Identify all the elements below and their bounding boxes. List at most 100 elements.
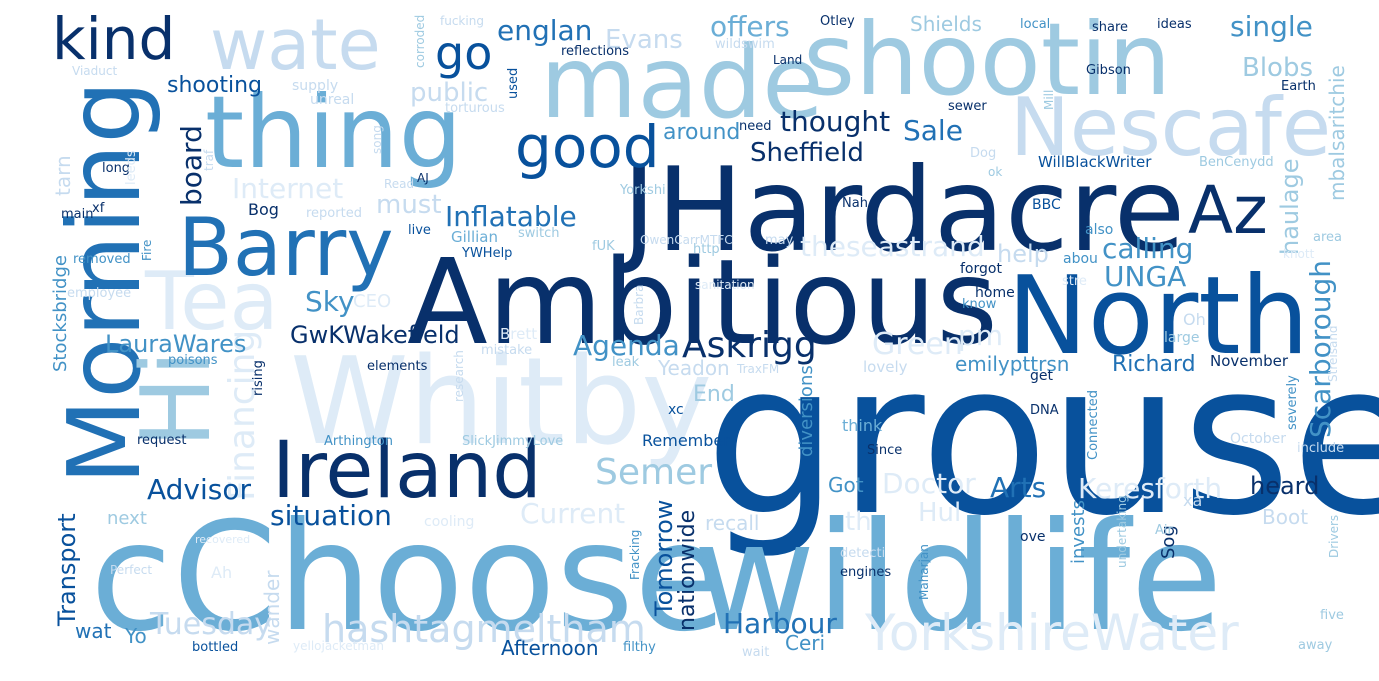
- word-diversions: diversions: [796, 365, 817, 457]
- word-know: know: [962, 297, 997, 312]
- word-calling: calling: [1102, 232, 1194, 265]
- word-kind: kind: [52, 5, 176, 73]
- word-may: may: [765, 233, 794, 248]
- word-area: area: [1313, 230, 1342, 245]
- word-semer: Semer: [595, 452, 713, 493]
- word-theseastrand: theseastrand: [800, 230, 985, 263]
- word-corroded: corroded: [413, 14, 427, 68]
- word-evans: Evans: [605, 25, 683, 55]
- word-bog: Bog: [248, 200, 279, 219]
- word-long: long: [102, 161, 131, 176]
- word-yeadon: Yeadon: [658, 356, 730, 380]
- word-local: local: [1020, 17, 1051, 32]
- word-offers: offers: [710, 10, 790, 43]
- word-gibson: Gibson: [1086, 63, 1131, 78]
- word-otley: Otley: [820, 14, 855, 29]
- word-afternoon: Afternoon: [501, 636, 599, 660]
- word-undertaking: undertaking: [1115, 495, 1129, 568]
- word-ove: ove: [1020, 529, 1046, 545]
- word-gillian: Gillian: [451, 228, 498, 246]
- word-wait: wait: [742, 645, 770, 660]
- word-wate: wate: [210, 4, 381, 86]
- word-sky: Sky: [305, 285, 355, 318]
- word-green: Green: [872, 327, 963, 362]
- word-xf: xf: [92, 201, 105, 216]
- word-wildswim: wildswim: [715, 37, 775, 52]
- word-yorkshirewater: YorkshireWater: [865, 604, 1239, 662]
- word-recall: recall: [705, 511, 760, 535]
- word-xa: xa: [1183, 491, 1203, 510]
- word-lovely: lovely: [863, 358, 908, 376]
- word-thought: thought: [780, 105, 891, 138]
- word-detecti: detecti: [840, 546, 886, 561]
- word-ambitious: Ambitious: [407, 233, 998, 371]
- word-fire: Fire: [140, 239, 154, 261]
- word-poisons: poisons: [168, 353, 218, 368]
- word-xc: xc: [668, 402, 684, 418]
- word-keresforth: Keresforth: [1078, 472, 1223, 505]
- word-tea: Tea: [145, 255, 279, 348]
- word-traxfm: TraxFM: [737, 362, 780, 376]
- word-public: public: [410, 78, 489, 108]
- word-hul: Hul: [918, 498, 962, 528]
- word-cooling: cooling: [424, 514, 475, 530]
- word-supply: supply: [292, 78, 339, 94]
- word-land: Land: [773, 53, 803, 67]
- word-mbalsaritchie: mbalsaritchie: [1325, 65, 1349, 201]
- word-inflatable: Inflatable: [445, 200, 577, 233]
- word-recovered: recovered: [195, 533, 251, 546]
- word-ideas: ideas: [1157, 17, 1192, 32]
- word-hashtagmeltham: hashtagmeltham: [322, 607, 646, 651]
- word-include: include: [1297, 441, 1345, 456]
- word-engines: engines: [840, 565, 892, 580]
- word-harbour: Harbour: [723, 607, 837, 640]
- word-traf: traf: [202, 149, 216, 171]
- word-leeds: leeds: [124, 150, 139, 185]
- word-mill: Mill: [1042, 89, 1056, 110]
- word-sewer: sewer: [948, 99, 987, 114]
- word-gwkwakefield: GwKWakefield: [290, 321, 460, 349]
- word-boot: Boot: [1262, 505, 1309, 529]
- word-read: Read: [384, 177, 415, 191]
- word-remember: Remember: [642, 431, 730, 450]
- word-good: good: [515, 113, 660, 181]
- word-doctor: Doctor: [882, 467, 976, 500]
- word-tuesday: Tuesday: [150, 607, 273, 642]
- word-barbra: Barbra: [632, 284, 646, 325]
- word-go: go: [435, 26, 493, 80]
- word-az: Az: [1188, 172, 1268, 249]
- word-switch: switch: [518, 226, 560, 241]
- word-internet: Internet: [232, 172, 344, 205]
- word-five: five: [1320, 608, 1344, 623]
- word-aj: AJ: [417, 171, 429, 185]
- word-haulage: haulage: [1276, 158, 1304, 255]
- word-arts: Arts: [990, 471, 1047, 504]
- word-fuk: fUK: [592, 239, 615, 254]
- word-rising: rising: [251, 360, 266, 396]
- word-away: away: [1298, 638, 1333, 653]
- word-song: song: [370, 125, 384, 154]
- word-http: http: [693, 242, 720, 257]
- word-unreal: unreal: [310, 92, 355, 108]
- word-wander: wander: [260, 570, 284, 645]
- word-request: request: [137, 433, 187, 448]
- word-thing: thing: [205, 74, 463, 191]
- word-nah: Nah: [842, 196, 868, 211]
- word-employee: employee: [67, 286, 132, 301]
- word-stocksbridge: Stocksbridge: [50, 255, 71, 372]
- word-end: End: [693, 382, 735, 407]
- word-large: large: [1164, 330, 1200, 346]
- word-knott: knott: [1283, 247, 1315, 261]
- word-unga: UNGA: [1104, 260, 1187, 293]
- word-owencarrmtfc: OwenCarrMTFC: [640, 233, 733, 247]
- word-air: Air: [1155, 523, 1173, 538]
- word-filthy: filthy: [623, 640, 656, 655]
- word-forgot: forgot: [960, 261, 1002, 277]
- word-nationwide: nationwide: [675, 509, 700, 631]
- word-reflections: reflections: [561, 44, 630, 59]
- word-since: Since: [867, 443, 903, 458]
- word-dna: DNA: [1030, 403, 1059, 418]
- word-sale: Sale: [903, 114, 963, 147]
- word-shields: Shields: [910, 12, 982, 36]
